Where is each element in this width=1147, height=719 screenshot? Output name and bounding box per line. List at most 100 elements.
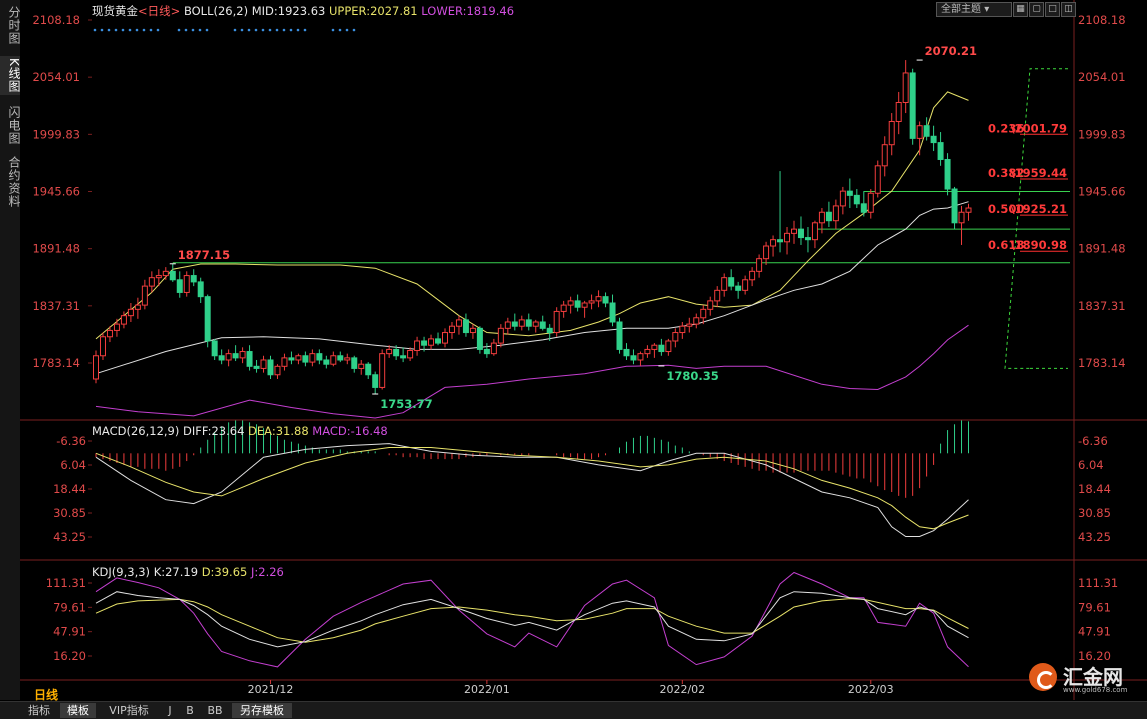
candle-body: [232, 353, 239, 359]
bottom-toolbar: 指标 模板 VIP指标 J B BB 另存模板: [0, 701, 1147, 719]
price-tick-label-left: 1837.31: [32, 299, 80, 313]
candlestick: [106, 326, 113, 343]
candlestick: [141, 279, 148, 310]
kdj-j-line: [95, 571, 969, 668]
candlestick: [414, 336, 421, 356]
candlestick: [714, 286, 721, 308]
candle-body: [155, 275, 162, 279]
candle-body: [707, 300, 714, 310]
candlestick: [183, 271, 190, 297]
candle-body: [763, 245, 770, 260]
period-label[interactable]: <日线>: [138, 4, 181, 18]
macd-value: MACD:-16.48: [312, 424, 388, 438]
time-tick-label: 2022/03: [848, 683, 894, 696]
tab-j[interactable]: J: [168, 704, 172, 717]
candle-body: [113, 323, 120, 331]
candle-body: [909, 72, 916, 139]
signal-dot: [303, 28, 307, 32]
tab-flash-chart[interactable]: 闪电图: [7, 106, 21, 145]
fibonacci-ratio-label: 0.382: [988, 166, 1024, 180]
chevron-down-icon: ▾: [984, 4, 990, 15]
signal-dot: [121, 28, 125, 32]
high-annotation: 2070.21: [925, 44, 977, 58]
candle-body: [169, 270, 176, 281]
signal-dot: [156, 28, 160, 32]
candlestick: [595, 290, 602, 308]
tab-b[interactable]: B: [186, 704, 194, 717]
candlestick: [400, 347, 407, 363]
candle-body: [267, 359, 274, 376]
candlestick: [379, 349, 386, 390]
macd-tick-label-right: -6.36: [1078, 434, 1108, 448]
price-tick-label-right: 1945.66: [1078, 185, 1126, 199]
signal-dot: [233, 28, 237, 32]
watermark-logo: 汇金网 www.gold678.com: [1027, 661, 1142, 695]
fibonacci-outline: [1004, 68, 1068, 369]
candle-body: [148, 277, 155, 287]
period-label-bottom[interactable]: 日线: [34, 688, 59, 702]
fibonacci-ratio-label: 0.618: [988, 238, 1024, 252]
tab-indicator[interactable]: 指标: [28, 704, 50, 717]
grid-icon[interactable]: ▦: [1013, 2, 1028, 17]
price-tick-label-left: 2108.18: [32, 13, 80, 27]
logo-text: 汇金网: [1063, 665, 1123, 689]
macd-diff: DIFF:23.64: [183, 424, 245, 438]
candlestick: [511, 313, 518, 331]
kdj-tick-label-left: 47.91: [53, 625, 86, 639]
candle-body: [183, 275, 190, 293]
window-icon[interactable]: ▢: [1029, 2, 1044, 17]
candlestick: [176, 271, 183, 298]
candlestick: [965, 203, 972, 221]
candlestick: [916, 121, 923, 156]
candle-body: [937, 142, 944, 160]
candlestick: [274, 364, 281, 379]
maximize-icon[interactable]: □: [1045, 2, 1060, 17]
chart-area[interactable]: 2108.18 2108.18 2054.01 2054.01 1999.83 1999.…: [20, 0, 1147, 704]
candlestick: [448, 321, 455, 339]
candlestick: [749, 267, 756, 287]
kdj-k-line: [95, 591, 969, 648]
candle-body: [197, 281, 204, 298]
chart-background: [20, 0, 1147, 700]
candle-body: [435, 338, 442, 344]
kline-chart-svg[interactable]: 2108.18 2108.18 2054.01 2054.01 1999.83 1999.…: [20, 0, 1147, 700]
candle-body: [372, 374, 379, 388]
fibonacci-value-label: \1890.98: [1010, 238, 1067, 252]
logo-icon: [1029, 663, 1057, 691]
candle-body: [735, 285, 742, 291]
restore-icon[interactable]: ◫: [1061, 2, 1076, 17]
logo-url: www.gold678.com: [1063, 686, 1128, 694]
candle-body: [965, 207, 972, 213]
candle-body: [511, 321, 518, 327]
signal-dot: [142, 28, 146, 32]
candle-body: [951, 188, 958, 224]
candlestick: [951, 186, 958, 230]
candlestick: [679, 321, 686, 339]
theme-select[interactable]: 全部主题 ▾: [936, 2, 1012, 17]
instrument-name: 现货黄金: [92, 4, 138, 18]
candle-body: [428, 338, 435, 346]
tab-kline[interactable]: K线图: [0, 56, 21, 95]
candlestick: [218, 349, 225, 365]
candle-body: [860, 203, 867, 213]
tab-save-template[interactable]: 另存模板: [232, 703, 292, 718]
candlestick: [232, 345, 239, 362]
tab-template[interactable]: 模板: [60, 703, 96, 718]
candle-body: [393, 348, 400, 357]
candle-body: [525, 319, 532, 327]
high-annotation: 1877.15: [178, 248, 230, 262]
candlestick: [791, 220, 797, 244]
tab-bb[interactable]: BB: [207, 704, 223, 717]
price-tick-label-right: 2054.01: [1078, 70, 1126, 84]
tab-vip-indicator[interactable]: VIP指标: [109, 704, 149, 717]
candle-body: [414, 340, 421, 351]
tab-contract-info[interactable]: 合约资料: [7, 156, 21, 208]
candlestick: [134, 297, 141, 319]
candlestick: [588, 294, 595, 310]
candle-body: [930, 135, 937, 144]
candle-body: [728, 277, 735, 287]
tab-timeshare[interactable]: 分时图: [7, 6, 21, 45]
candle-body: [218, 355, 225, 361]
candlestick: [574, 294, 581, 312]
macd-diff-line: [95, 443, 969, 537]
